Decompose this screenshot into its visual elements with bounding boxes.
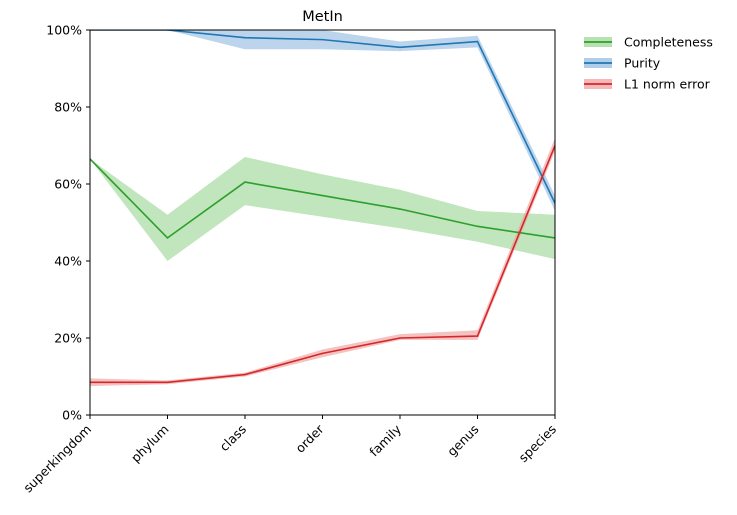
x-axis: superkingdom phylum class order family genus s… <box>20 415 559 495</box>
l1-norm-error-point <box>166 381 169 384</box>
y-tick-label: 100% <box>46 23 82 38</box>
x-tick-label: superkingdom <box>20 422 94 496</box>
completeness-point <box>476 225 479 228</box>
confidence-bands <box>90 30 555 387</box>
x-tick-label: species <box>516 422 560 466</box>
x-tick-label: phylum <box>128 422 172 466</box>
y-tick-label: 60% <box>54 177 82 192</box>
purity-point <box>321 38 324 41</box>
y-axis: 0% 20% 40% 60% 80% 100% <box>46 23 90 423</box>
completeness-point <box>244 181 246 183</box>
x-tick-label: genus <box>444 422 481 459</box>
completeness-legend-label: Completeness <box>624 35 713 50</box>
purity-legend-label: Purity <box>624 56 661 71</box>
x-tick-label: order <box>292 421 327 456</box>
x-tick-label: class <box>217 422 250 455</box>
l1-norm-error-point <box>321 352 324 355</box>
purity-point <box>476 40 479 43</box>
l1-norm-error-point <box>244 373 246 376</box>
y-tick-label: 40% <box>54 254 82 269</box>
completeness-point <box>321 194 324 197</box>
y-tick-label: 80% <box>54 100 82 115</box>
purity-point <box>244 36 246 39</box>
l1-norm-error-legend-label: L1 norm error <box>624 77 711 92</box>
y-tick-label: 20% <box>54 331 82 346</box>
legend: Completeness Purity L1 norm error <box>584 35 713 92</box>
l1-norm-error-point <box>399 337 401 339</box>
x-tick-label: family <box>366 421 404 459</box>
series-lines <box>90 30 555 384</box>
completeness-point <box>399 208 401 210</box>
completeness-point <box>166 237 169 239</box>
completeness-band <box>90 157 555 261</box>
y-tick-label: 0% <box>62 408 82 423</box>
purity-point <box>399 46 401 49</box>
chart-title: MetIn <box>302 9 343 25</box>
l1-norm-error-point <box>476 335 479 337</box>
